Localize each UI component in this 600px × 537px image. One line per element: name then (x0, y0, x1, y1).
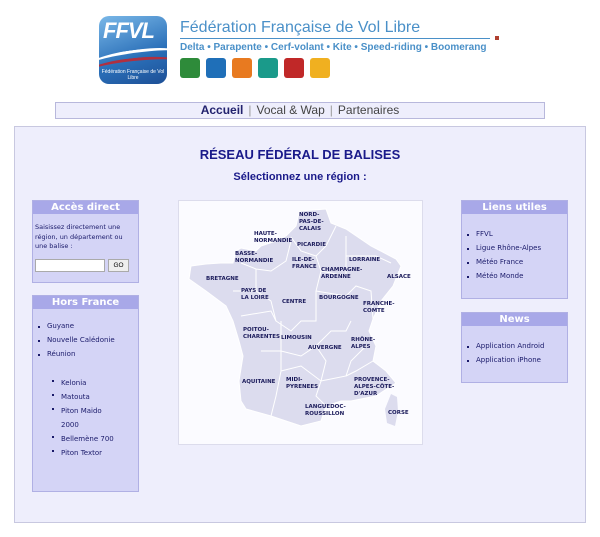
org-title: Fédération Française de Vol Libre (180, 19, 421, 36)
link-meteo-france[interactable]: Météo France (462, 258, 567, 272)
link-ligue-rhone-alpes[interactable]: Ligue Rhône-Alpes (462, 244, 567, 258)
corse-island[interactable] (385, 394, 398, 426)
link-app-android[interactable]: Application Android (462, 342, 567, 356)
link-piton-maido[interactable]: Piton Maido 2000 (47, 404, 117, 432)
logo-subtext: Fédération Française de Vol Libre (101, 69, 165, 81)
boomerang-icon[interactable] (310, 58, 330, 78)
go-button[interactable]: GO (108, 259, 129, 272)
nav-accueil[interactable]: Accueil (200, 103, 244, 117)
region-label[interactable]: AQUITAINE (242, 379, 276, 385)
link-kelonia[interactable]: Kelonia (47, 376, 117, 390)
cerf-volant-icon[interactable] (232, 58, 252, 78)
search-input[interactable] (35, 259, 105, 272)
link-bellemene[interactable]: Bellemène 700 (47, 432, 117, 446)
delta-icon[interactable] (180, 58, 200, 78)
page-subtitle: Sélectionnez une région : (233, 171, 367, 183)
link-reunion[interactable]: Réunion (33, 350, 138, 364)
kite-icon[interactable] (258, 58, 278, 78)
region-label[interactable]: LIMOUSIN (281, 335, 312, 341)
region-label[interactable]: AUVERGNE (308, 345, 342, 351)
link-matouta[interactable]: Matouta (47, 390, 117, 404)
hors-france-panel: Hors France Guyane Nouvelle Calédonie Ré… (32, 295, 139, 492)
region-label[interactable]: BOURGOGNE (319, 295, 359, 301)
region-label[interactable]: CORSE (388, 410, 409, 416)
region-label[interactable]: PICARDIE (297, 242, 326, 248)
region-label[interactable]: POITOU-CHARENTES (243, 327, 280, 340)
region-label[interactable]: CENTRE (282, 299, 307, 305)
ffvl-logo[interactable]: FFVL Fédération Française de Vol Libre (99, 16, 167, 84)
logo-text: FFVL (103, 18, 155, 43)
region-label[interactable]: PAYS DE LA LOIRE (241, 288, 269, 301)
acces-direct-text: Saisissez directement une région, un dép… (35, 223, 123, 250)
link-app-iphone[interactable]: Application iPhone (462, 356, 567, 370)
link-meteo-monde[interactable]: Météo Monde (462, 272, 567, 286)
liens-utiles-panel: Liens utiles FFVL Ligue Rhône-Alpes Mété… (461, 200, 568, 299)
nav-partenaires[interactable]: Partenaires (337, 103, 400, 117)
region-label[interactable]: PROVENCE-ALPES-CÔTE-D'AZUR (354, 377, 395, 397)
region-label[interactable]: ALSACE (387, 274, 411, 280)
france-map: NORD-PAS-DE-CALAIS HAUTE-NORMANDIE PICARDI… (178, 200, 423, 445)
nav-bar: Accueil | Vocal & Wap | Partenaires (55, 102, 545, 119)
link-guyane[interactable]: Guyane (33, 322, 138, 336)
page-title: RÉSEAU FÉDÉRAL DE BALISES (199, 147, 401, 162)
panel-title: Hors France (33, 296, 138, 309)
region-label[interactable]: NORD-PAS-DE-CALAIS (299, 212, 324, 232)
france-map-shape (188, 208, 402, 427)
speed-riding-icon[interactable] (284, 58, 304, 78)
org-subtitle: Delta • Parapente • Cerf-volant • Kite •… (180, 42, 487, 53)
parapente-icon[interactable] (206, 58, 226, 78)
news-panel: News Application Android Application iPh… (461, 312, 568, 383)
link-piton-textor[interactable]: Piton Textor (47, 446, 117, 460)
link-ffvl[interactable]: FFVL (462, 230, 567, 244)
region-label[interactable]: LORRAINE (349, 257, 381, 263)
region-label[interactable]: RHÔNE-ALPES (351, 337, 376, 350)
region-label[interactable]: BASSE-NORMANDIE (235, 251, 274, 264)
region-label[interactable]: FRANCHE-COMTE (363, 301, 395, 314)
panel-title: Accès direct (33, 201, 138, 214)
panel-title: Liens utiles (462, 201, 567, 214)
region-borders (233, 225, 392, 417)
divider (180, 38, 490, 39)
region-label[interactable]: BRETAGNE (206, 276, 239, 282)
region-label[interactable]: LANGUEDOC-ROUSSILLON (305, 404, 346, 417)
region-label[interactable]: MIDI-PYRENEES (286, 377, 319, 390)
region-label[interactable]: CHAMPAGNE-ARDENNE (321, 267, 363, 280)
panel-title: News (462, 313, 567, 326)
region-label[interactable]: ILE-DE-FRANCE (292, 257, 317, 270)
region-label[interactable]: HAUTE-NORMANDIE (254, 231, 293, 244)
decor-square (495, 36, 499, 40)
link-nouvelle-caledonie[interactable]: Nouvelle Calédonie (33, 336, 138, 350)
nav-vocal-wap[interactable]: Vocal & Wap (256, 103, 325, 117)
acces-direct-panel: Accès direct Saisissez directement une r… (32, 200, 139, 283)
